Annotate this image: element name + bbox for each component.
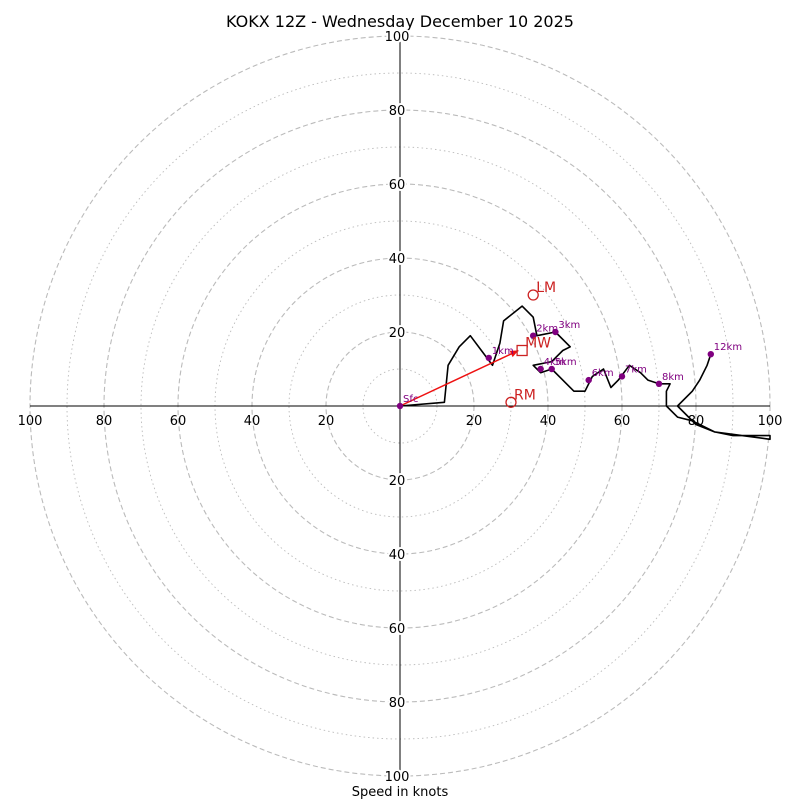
height-marker-label: 1km	[492, 346, 514, 357]
height-marker-label: 12km	[714, 342, 742, 353]
height-marker-dot	[537, 365, 544, 373]
height-marker-label: 5km	[555, 357, 577, 368]
x-tick-label: 40	[540, 414, 557, 429]
x-axis-label: Speed in knots	[352, 785, 449, 800]
storm-motion-marker	[516, 344, 528, 357]
height-marker-dot	[485, 354, 492, 362]
x-tick-label: 100	[18, 414, 43, 429]
storm-motions: LM MW RM	[505, 280, 556, 408]
height-marker-dot	[618, 373, 626, 380]
x-tick-label: 60	[170, 414, 187, 429]
height-marker-label: 4km	[544, 357, 566, 368]
storm-motion-label: LM	[536, 280, 556, 296]
height-marker-dot	[552, 328, 559, 336]
y-tick-label: 60	[389, 622, 406, 637]
height-marker-label: 2km	[536, 324, 558, 335]
y-tick-label: 80	[389, 696, 406, 711]
y-tick-label: 100	[385, 30, 410, 45]
height-marker-label: Sfc	[403, 394, 418, 405]
y-tick-label: 40	[389, 548, 406, 563]
storm-motion-marker	[527, 289, 539, 301]
height-marker-dot	[548, 365, 555, 373]
x-tick-label: 100	[758, 414, 783, 429]
wind-profile	[399, 305, 771, 441]
y-tick-label: 100	[385, 770, 410, 785]
y-tick-label: 40	[389, 252, 406, 267]
height-marker-label: 7km	[625, 364, 647, 375]
chart-title: KOKX 12Z - Wednesday December 10 2025	[226, 12, 574, 31]
storm-motion-label: RM	[514, 387, 536, 403]
shear-vector	[399, 349, 519, 407]
height-marker-dot	[530, 332, 537, 339]
y-tick-label: 20	[389, 474, 406, 489]
height-marker-label: 6km	[592, 368, 614, 379]
height-marker-dot	[655, 380, 663, 387]
y-tick-label: 80	[389, 104, 406, 119]
height-marker-dot	[707, 351, 714, 358]
height-marker-dot	[585, 376, 592, 384]
height-marker-label: 8km	[662, 372, 684, 383]
y-tick-label: 60	[389, 178, 406, 193]
x-tick-label: 40	[244, 414, 261, 429]
y-tick-label: 20	[389, 326, 406, 341]
x-tick-label: 80	[96, 414, 113, 429]
x-tick-label: 60	[614, 414, 631, 429]
storm-motion-marker	[505, 396, 517, 408]
profile-line	[399, 305, 771, 441]
shear-vector-arrowhead	[509, 350, 519, 358]
x-tick-label: 20	[318, 414, 335, 429]
x-tick-label: 20	[466, 414, 483, 429]
shear-vector-line	[399, 349, 519, 407]
storm-motion-label: MW	[525, 336, 551, 352]
tick-labels: 1001008080606040402020202040406060808010…	[18, 28, 783, 787]
height-marker-dot	[396, 402, 404, 410]
height-marker-label: 3km	[558, 320, 580, 331]
